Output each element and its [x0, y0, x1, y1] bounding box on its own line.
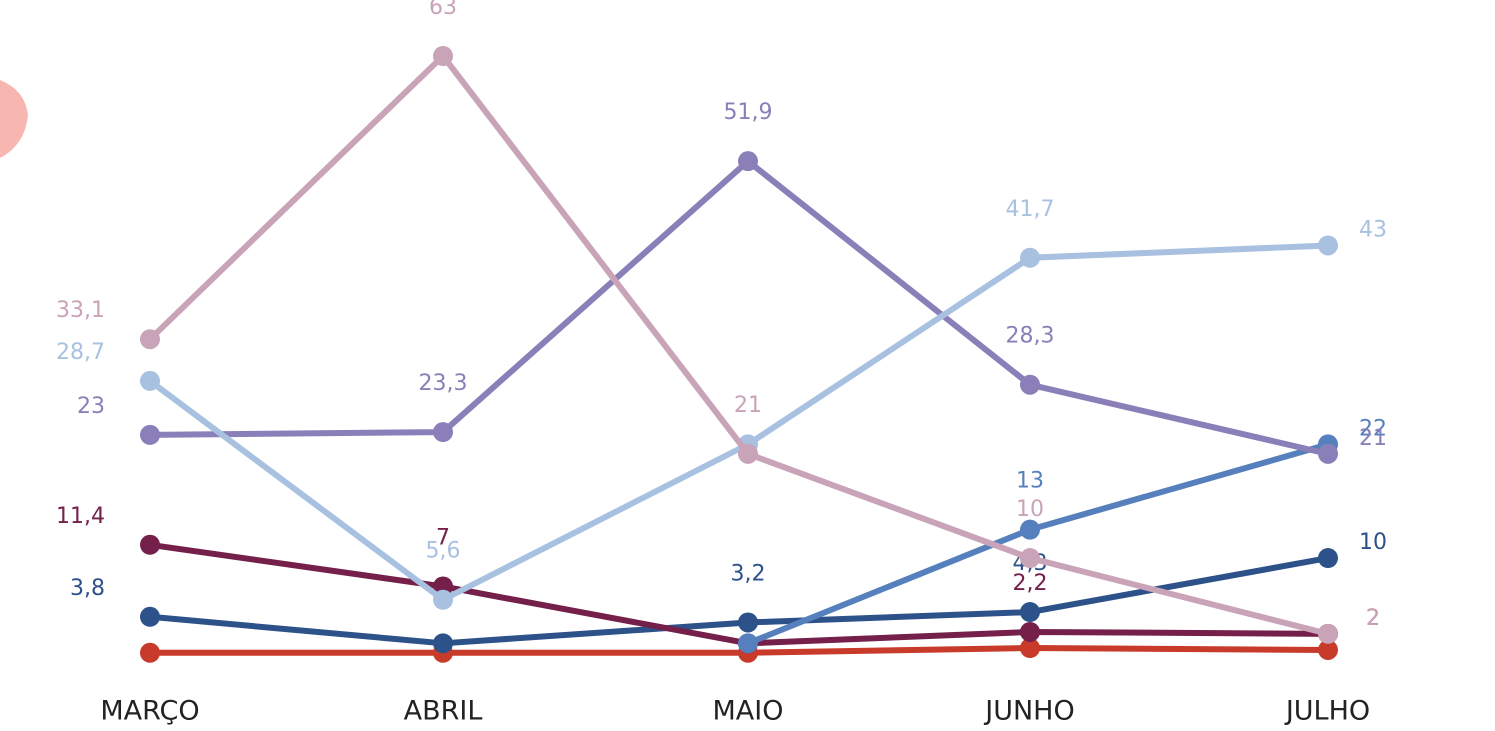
value-label: 10 [1359, 530, 1387, 555]
point [140, 329, 160, 349]
point [1020, 520, 1040, 540]
decoration [0, 80, 28, 158]
value-label: 10 [1016, 497, 1044, 522]
value-label: 41,7 [1006, 197, 1055, 222]
value-label: 33,1 [56, 298, 105, 323]
line [150, 56, 1328, 634]
point [433, 422, 453, 442]
point [140, 425, 160, 445]
value-label: 21 [734, 393, 762, 418]
point [738, 612, 758, 632]
point [1318, 624, 1338, 644]
value-label: 51,9 [724, 100, 773, 125]
point [1020, 548, 1040, 568]
value-label: 28,3 [1006, 324, 1055, 349]
point [140, 535, 160, 555]
chart: MARÇOABRILMAIOJUNHOJULHO3,83,24,31011,47… [0, 0, 1495, 727]
x-tick-label: MAIO [713, 696, 784, 727]
point [1020, 248, 1040, 268]
value-label: 5,6 [426, 539, 461, 564]
value-label: 3,8 [70, 576, 105, 601]
value-label: 2,2 [1013, 571, 1048, 596]
point [1020, 622, 1040, 642]
point [1020, 602, 1040, 622]
point [433, 46, 453, 66]
x-tick-label: MARÇO [100, 696, 199, 727]
value-label: 21 [1359, 426, 1387, 451]
x-tick-label: JUNHO [983, 696, 1074, 727]
point [1318, 444, 1338, 464]
line [150, 245, 1328, 599]
point [433, 590, 453, 610]
value-label: 2 [1366, 606, 1380, 631]
point [738, 151, 758, 171]
point [738, 633, 758, 653]
x-tick-label: JULHO [1284, 696, 1370, 727]
line [150, 545, 1328, 644]
point [1020, 375, 1040, 395]
point [1318, 235, 1338, 255]
point [140, 607, 160, 627]
point [140, 643, 160, 663]
point [1318, 548, 1338, 568]
value-label: 63 [429, 0, 457, 20]
value-label: 11,4 [56, 504, 105, 529]
point [433, 633, 453, 653]
value-label: 43 [1359, 217, 1387, 242]
point [738, 444, 758, 464]
value-label: 3,2 [731, 561, 766, 586]
point [140, 371, 160, 391]
value-label: 28,7 [56, 340, 105, 365]
value-label: 23 [77, 394, 105, 419]
value-label: 23,3 [419, 371, 468, 396]
x-tick-label: ABRIL [404, 696, 483, 727]
value-label: 13 [1016, 469, 1044, 494]
